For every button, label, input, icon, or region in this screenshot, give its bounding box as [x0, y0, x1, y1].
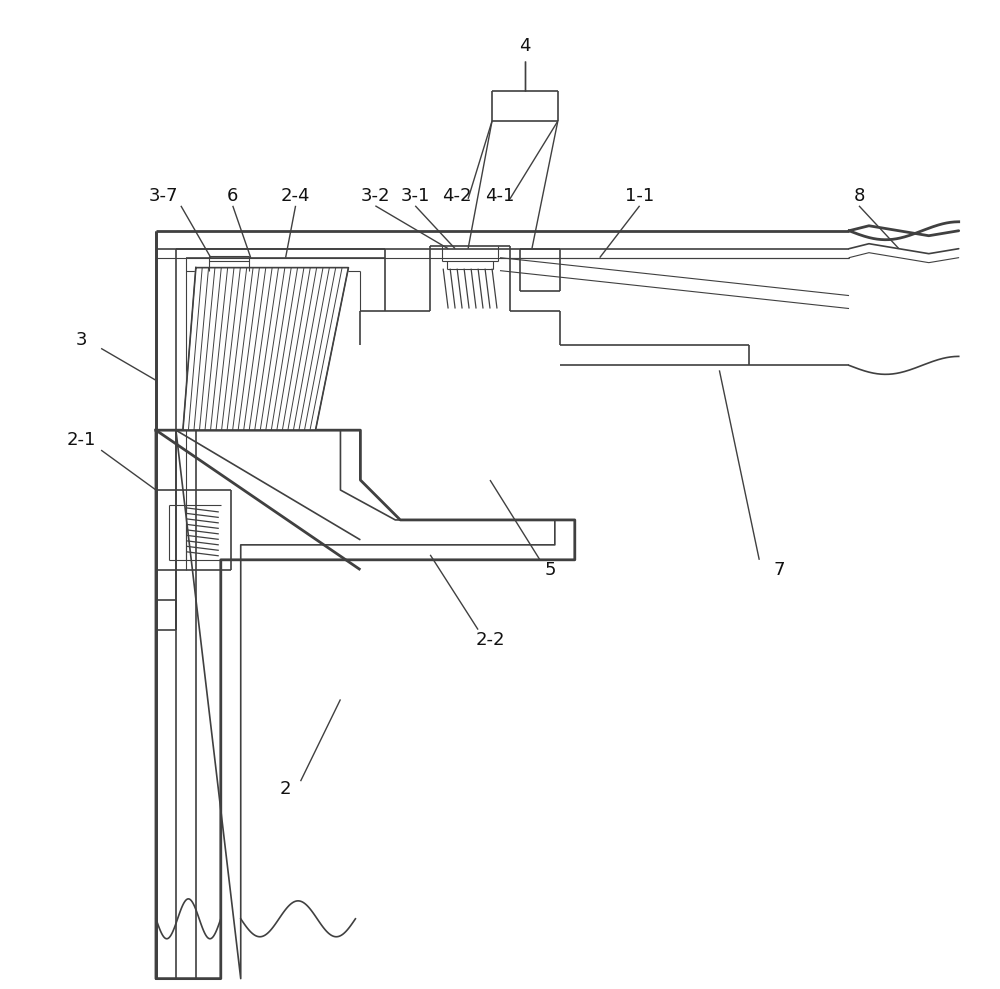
- Text: 4: 4: [519, 38, 531, 55]
- Text: 7: 7: [773, 561, 785, 579]
- Polygon shape: [156, 430, 575, 979]
- Text: 2-1: 2-1: [66, 431, 96, 449]
- Text: 2: 2: [280, 780, 291, 798]
- Text: 6: 6: [227, 187, 238, 205]
- Text: 1-1: 1-1: [625, 187, 654, 205]
- Text: 3-1: 3-1: [401, 187, 430, 205]
- Text: 3-7: 3-7: [148, 187, 178, 205]
- Text: 2-2: 2-2: [475, 631, 505, 649]
- Text: 3-2: 3-2: [361, 187, 390, 205]
- Text: 4-2: 4-2: [442, 187, 472, 205]
- Polygon shape: [183, 268, 348, 430]
- Text: 5: 5: [544, 561, 556, 579]
- Text: 3: 3: [75, 331, 87, 349]
- Text: 2-4: 2-4: [281, 187, 310, 205]
- Text: 4-1: 4-1: [485, 187, 515, 205]
- Text: 8: 8: [853, 187, 865, 205]
